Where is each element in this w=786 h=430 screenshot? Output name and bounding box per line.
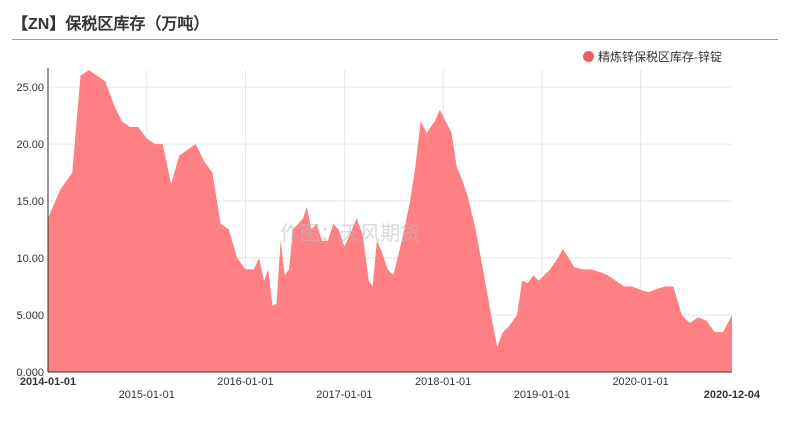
x-tick-label: 2019-01-01 [514,389,570,401]
y-tick-label: 15.00 [16,196,44,208]
x-tick-label: 2015-01-01 [119,389,175,401]
y-tick-label: 0.000 [16,367,44,379]
x-tick-label: 2014-01-01 [20,376,76,388]
x-tick-label: 2020-12-04 [704,389,761,401]
legend-marker [583,51,594,62]
page-title: 【ZN】保税区库存（万吨） [12,16,210,33]
legend-label: 精炼锌保税区库存-锌锭 [598,50,722,64]
y-tick-label: 5.000 [16,310,44,322]
x-tick-label: 2020-01-01 [612,376,668,388]
series-area [48,70,732,372]
y-tick-label: 10.00 [16,253,44,265]
y-tick-label: 20.00 [16,139,44,151]
axes [47,68,732,373]
legend[interactable]: 精炼锌保税区库存-锌锭 [583,48,722,65]
y-tick-label: 25.00 [16,82,44,94]
x-tick-label: 2017-01-01 [316,389,372,401]
title-divider [12,39,778,40]
x-tick-label: 2018-01-01 [415,376,471,388]
x-tick-labels: 2014-01-01 2015-01-01 2016-01-01 2017-01-01… [20,376,761,401]
y-tick-labels: 0.000 5.000 10.00 15.00 20.00 25.00 [16,82,44,379]
watermark: 作图：天风期货 [280,222,420,245]
x-tick-label: 2016-01-01 [217,376,273,388]
